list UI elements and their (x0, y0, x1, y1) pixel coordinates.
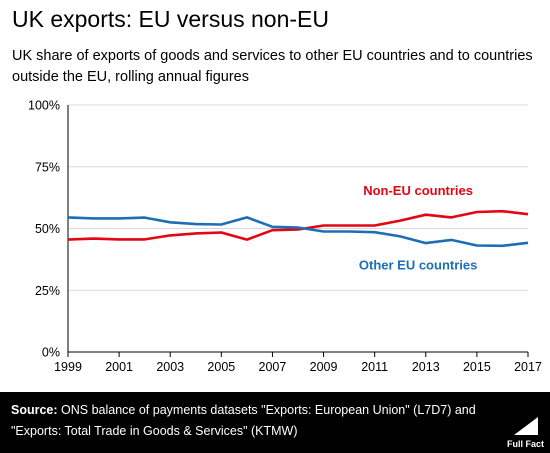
x-tick-label: 2003 (156, 360, 184, 374)
x-tick-label: 2015 (463, 360, 491, 374)
series-labels: Non-EU countries Other EU countries (359, 183, 477, 272)
chart-title: UK exports: EU versus non-EU (12, 6, 330, 32)
source-text: ONS balance of payments datasets "Export… (11, 403, 476, 438)
y-tick-label: 75% (35, 160, 60, 174)
series-lines (67, 209, 529, 248)
line-chart: 0% 25% 50% 75% 100% 1999 2001 2003 2005 2007 2009 2… (28, 99, 542, 375)
x-tick-label: 2011 (361, 360, 388, 374)
x-tick-label: 2005 (207, 360, 235, 374)
series-line-eu (67, 216, 529, 248)
x-tick-label: 2013 (412, 360, 440, 374)
x-tick-label: 2017 (514, 360, 542, 374)
series-label-eu: Other EU countries (359, 257, 477, 272)
x-tick-label: 1999 (54, 360, 82, 374)
source-label: Source: (11, 403, 58, 417)
series-label-non-eu: Non-EU countries (363, 183, 473, 198)
source-note: Source: ONS balance of payments datasets… (11, 400, 481, 442)
x-tick-label: 2001 (105, 360, 133, 374)
full-fact-logo (514, 417, 538, 435)
footer-bar: Source: ONS balance of payments datasets… (0, 392, 550, 453)
full-fact-logo-text: Full Fact (506, 439, 544, 449)
y-tick-label: 100% (28, 99, 60, 113)
y-tick-label: 0% (42, 346, 60, 360)
y-tick-label: 25% (35, 284, 60, 298)
x-tick-label: 2007 (259, 360, 287, 374)
x-tick-label: 2009 (310, 360, 338, 374)
series-line-non-eu (67, 209, 529, 241)
axes: 0% 25% 50% 75% 100% 1999 2001 2003 2005 2007 2009 2… (28, 99, 542, 375)
chart-subtitle: UK share of exports of goods and service… (12, 48, 533, 85)
y-tick-label: 50% (35, 222, 60, 236)
